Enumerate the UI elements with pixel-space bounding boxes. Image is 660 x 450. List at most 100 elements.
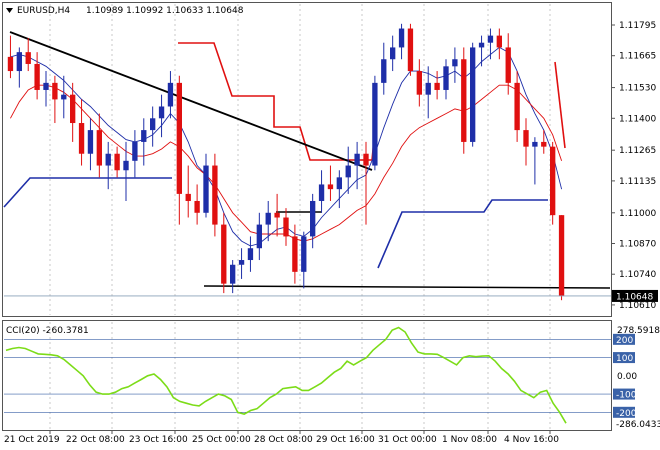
candle[interactable] [398, 23, 405, 60]
candle[interactable] [425, 66, 431, 119]
cci-line-layer [5, 326, 567, 424]
candle[interactable] [443, 59, 449, 100]
candle[interactable] [212, 153, 218, 237]
candle[interactable] [318, 170, 325, 213]
candle[interactable] [114, 146, 120, 178]
candle[interactable] [363, 141, 369, 225]
candle[interactable] [256, 212, 262, 261]
candle[interactable] [61, 75, 67, 119]
candle-body [43, 82, 49, 90]
candle-body [318, 184, 325, 201]
candle[interactable] [78, 99, 85, 166]
candle[interactable] [310, 193, 316, 249]
candle[interactable] [274, 193, 280, 237]
candle[interactable] [434, 71, 440, 100]
candle-body [398, 28, 405, 48]
overlay-blue-support-2 [377, 199, 548, 269]
candle[interactable] [203, 153, 209, 218]
candle[interactable] [496, 28, 502, 60]
candle[interactable] [167, 71, 174, 119]
candle[interactable] [514, 71, 520, 142]
candle[interactable] [34, 52, 40, 100]
candle[interactable] [52, 75, 58, 124]
candle[interactable] [43, 71, 49, 107]
candle[interactable] [470, 42, 476, 147]
candle[interactable] [461, 47, 467, 154]
candle[interactable] [16, 47, 22, 88]
candle[interactable] [150, 106, 156, 147]
current-price-label: 1.10648 [616, 292, 653, 302]
candle[interactable] [336, 170, 342, 209]
time-axis-label: 23 Oct 16:00 [129, 435, 188, 445]
candle[interactable] [381, 42, 387, 95]
candle[interactable] [327, 165, 334, 201]
candle-body [123, 160, 129, 171]
candle[interactable] [105, 141, 111, 190]
candle[interactable] [194, 184, 200, 225]
candle-body [105, 153, 111, 166]
candle[interactable] [230, 260, 236, 294]
candle-body [141, 130, 147, 142]
dropdown-triangle-icon[interactable] [6, 8, 13, 13]
candle[interactable] [354, 141, 360, 190]
candle[interactable] [132, 130, 138, 178]
candle[interactable] [478, 35, 485, 67]
time-axis-label: 4 Nov 16:00 [504, 435, 559, 445]
candle[interactable] [452, 47, 458, 83]
candle[interactable] [158, 94, 165, 138]
support-line[interactable] [203, 285, 611, 289]
candle-body [292, 236, 298, 272]
candle[interactable] [96, 113, 102, 178]
cci-zero-label: 0.00 [617, 372, 637, 382]
overlay-red-resistance-2 [554, 61, 566, 149]
overlay-blue-support [3, 177, 172, 208]
time-axis: 21 Oct 2019 22 Oct 08:00 23 Oct 16:00 25 Oc… [4, 430, 559, 445]
time-axis-label: 31 Oct 00:00 [378, 435, 437, 445]
candle[interactable] [221, 212, 227, 294]
cci-title: CCI(20) -260.3781 [6, 326, 89, 336]
candle[interactable] [487, 28, 494, 60]
symbol-timeframe: EURUSD,H4 [17, 6, 70, 16]
cci-levels-layer: 200 100 -100 -200 0.00 278.5918 -286.0433 [4, 326, 660, 430]
candle[interactable] [345, 146, 351, 194]
cci-level-box [613, 333, 635, 345]
candle[interactable] [372, 75, 378, 171]
price-axis-label: 1.11530 [619, 84, 656, 94]
candle[interactable] [238, 248, 245, 279]
trendline[interactable] [9, 31, 373, 171]
candle[interactable] [550, 141, 556, 225]
candle-body [176, 82, 182, 194]
candle[interactable] [301, 231, 307, 289]
candle-body [487, 35, 494, 43]
indicator-overlays [3, 31, 611, 289]
candle[interactable] [523, 118, 529, 166]
candle-body [283, 217, 289, 237]
candle[interactable] [176, 75, 182, 225]
candle[interactable] [7, 35, 14, 79]
candle-body [70, 94, 76, 124]
candle-body [16, 52, 22, 72]
candle[interactable] [558, 215, 565, 301]
candle[interactable] [283, 208, 289, 246]
candle-body [167, 82, 174, 107]
candle[interactable] [87, 118, 94, 171]
candle-body [541, 141, 547, 147]
candle[interactable] [505, 33, 511, 95]
candle[interactable] [407, 23, 414, 76]
candle[interactable] [292, 224, 298, 284]
candle[interactable] [541, 130, 547, 154]
candle[interactable] [532, 137, 538, 185]
candle[interactable] [70, 82, 76, 142]
candle-body [7, 56, 14, 72]
candle[interactable] [390, 35, 396, 72]
candle[interactable] [247, 236, 254, 272]
candle[interactable] [265, 200, 271, 242]
candle[interactable] [25, 37, 31, 72]
candle[interactable] [141, 118, 147, 166]
candle-body [363, 153, 369, 166]
candle[interactable] [123, 141, 129, 201]
candles [7, 23, 565, 301]
candle[interactable] [416, 59, 422, 107]
candle[interactable] [185, 165, 191, 218]
